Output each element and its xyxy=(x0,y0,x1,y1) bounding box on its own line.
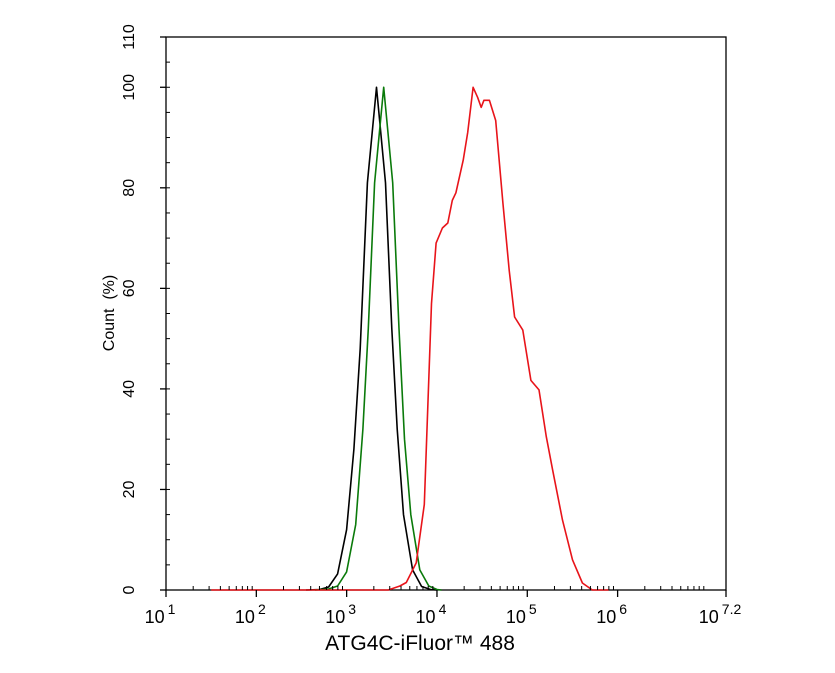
series-green-line xyxy=(314,86,442,591)
x-tick-base: 10 xyxy=(235,607,255,627)
y-tick-label: 110 xyxy=(121,24,138,50)
x-tick-base: 10 xyxy=(325,607,345,627)
x-tick-exponent: 6 xyxy=(619,601,627,617)
x-tick-base: 10 xyxy=(145,607,165,627)
y-axis-label: Count (%) xyxy=(101,275,118,351)
series-black-line xyxy=(305,86,438,591)
x-axis-label: ATG4C-iFluor™ 488 xyxy=(325,632,515,655)
series-red-line xyxy=(211,86,609,591)
x-tick-label: 10 6 xyxy=(596,601,627,627)
y-tick-label: 0 xyxy=(121,585,138,594)
y-tick-label: 80 xyxy=(121,179,138,197)
x-tick-label: 10 1 xyxy=(145,601,176,627)
x-tick-label: 10 2 xyxy=(235,601,266,627)
x-tick-exponent: 1 xyxy=(168,601,176,617)
x-tick-base: 10 xyxy=(596,607,616,627)
x-tick-base: 10 xyxy=(699,607,719,627)
x-tick-exponent: 2 xyxy=(258,601,266,617)
x-tick-label: 10 4 xyxy=(416,601,447,627)
x-tick-exponent: 5 xyxy=(529,601,537,617)
x-tick-label: 10 3 xyxy=(325,601,356,627)
x-tick-exponent: 3 xyxy=(348,601,356,617)
y-tick-label: 100 xyxy=(121,74,138,101)
x-tick-label: 10 7.2 xyxy=(699,601,742,627)
y-tick-label: 60 xyxy=(121,279,138,297)
y-tick-label: 40 xyxy=(121,380,138,398)
x-tick-exponent: 7.2 xyxy=(722,601,742,617)
curves xyxy=(211,86,609,591)
x-tick-label: 10 5 xyxy=(506,601,537,627)
y-tick-label: 20 xyxy=(121,480,138,498)
plot-frame xyxy=(165,36,727,591)
x-tick-base: 10 xyxy=(416,607,436,627)
x-tick-base: 10 xyxy=(506,607,526,627)
x-tick-exponent: 4 xyxy=(439,601,447,617)
